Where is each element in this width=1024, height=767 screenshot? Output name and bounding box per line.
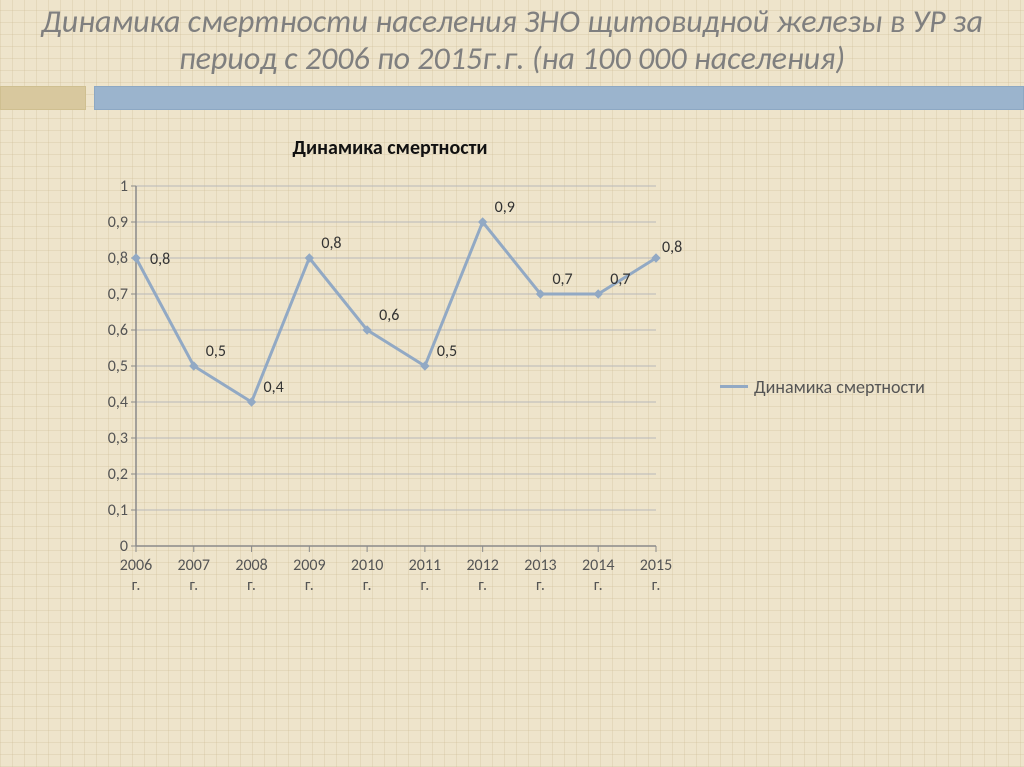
- x-tick-label: 2014: [582, 556, 614, 575]
- data-label: 0,8: [150, 250, 170, 269]
- x-tick-label: 2007: [178, 556, 210, 575]
- y-tick-label: 0,7: [108, 285, 128, 304]
- x-tick-label: 2010: [351, 556, 383, 575]
- accent-bar-right: [94, 86, 1024, 110]
- x-tick-label-sub: г.: [478, 576, 487, 595]
- y-tick-label: 0,1: [108, 501, 128, 520]
- y-tick-label: 0,9: [108, 213, 128, 232]
- data-label: 0,5: [206, 342, 226, 361]
- y-tick-label: 0,5: [108, 357, 128, 376]
- x-tick-label-sub: г.: [189, 576, 198, 595]
- x-tick-label-sub: г.: [363, 576, 372, 595]
- chart-title: Динамика смертности: [80, 136, 700, 160]
- y-tick-label: 0,6: [108, 321, 128, 340]
- legend-series-label: Динамика смертности: [754, 376, 925, 398]
- line-chart: 0 0,1 0,2 0,3 0,4 0,5 0,6 0,7 0,8 0,9 1 0,8 0,5 0,4 0,…: [80, 166, 700, 646]
- x-tick-label-sub: г.: [652, 576, 661, 595]
- data-label: 0,8: [321, 234, 341, 253]
- legend-line-icon: [720, 385, 748, 388]
- x-tick-label-sub: г.: [594, 576, 603, 595]
- x-tick-label-sub: г.: [420, 576, 429, 595]
- x-tick-label: 2008: [235, 556, 267, 575]
- x-tick-label: 2015: [640, 556, 672, 575]
- y-tick-label: 0,8: [108, 249, 128, 268]
- accent-bar-gap: [86, 86, 94, 110]
- x-tick-label-sub: г.: [132, 576, 141, 595]
- chart-container: Динамика смертности 00,10,20,30,40,50,60…: [0, 128, 1024, 646]
- data-label: 0,5: [437, 342, 457, 361]
- y-tick-label: 0,3: [108, 429, 128, 448]
- x-tick-label: 2011: [409, 556, 441, 575]
- accent-bar-left: [0, 86, 86, 110]
- data-label: 0,8: [662, 238, 682, 257]
- chart-legend: Динамика смертности: [720, 376, 925, 398]
- slide-title: Динамика смертности населения ЗНО щитови…: [0, 0, 1024, 86]
- x-tick-label: 2006: [120, 556, 152, 575]
- x-tick-label: 2012: [466, 556, 498, 575]
- data-label: 0,7: [552, 270, 572, 289]
- x-tick-label-sub: г.: [247, 576, 256, 595]
- accent-bar: [0, 86, 1024, 110]
- data-label: 0,6: [379, 306, 399, 325]
- data-label: 0,9: [495, 198, 515, 217]
- data-label: 0,7: [610, 270, 630, 289]
- y-tick-label: 0: [120, 537, 128, 556]
- y-tick-label: 0,4: [108, 393, 128, 412]
- data-label: 0,4: [264, 378, 284, 397]
- chart-block: Динамика смертности 00,10,20,30,40,50,60…: [80, 128, 700, 646]
- y-tick-label: 1: [120, 177, 128, 196]
- y-tick-label: 0,2: [108, 465, 128, 484]
- x-tick-label-sub: г.: [305, 576, 314, 595]
- x-tick-label: 2013: [524, 556, 556, 575]
- x-tick-label: 2009: [293, 556, 325, 575]
- x-tick-label-sub: г.: [536, 576, 545, 595]
